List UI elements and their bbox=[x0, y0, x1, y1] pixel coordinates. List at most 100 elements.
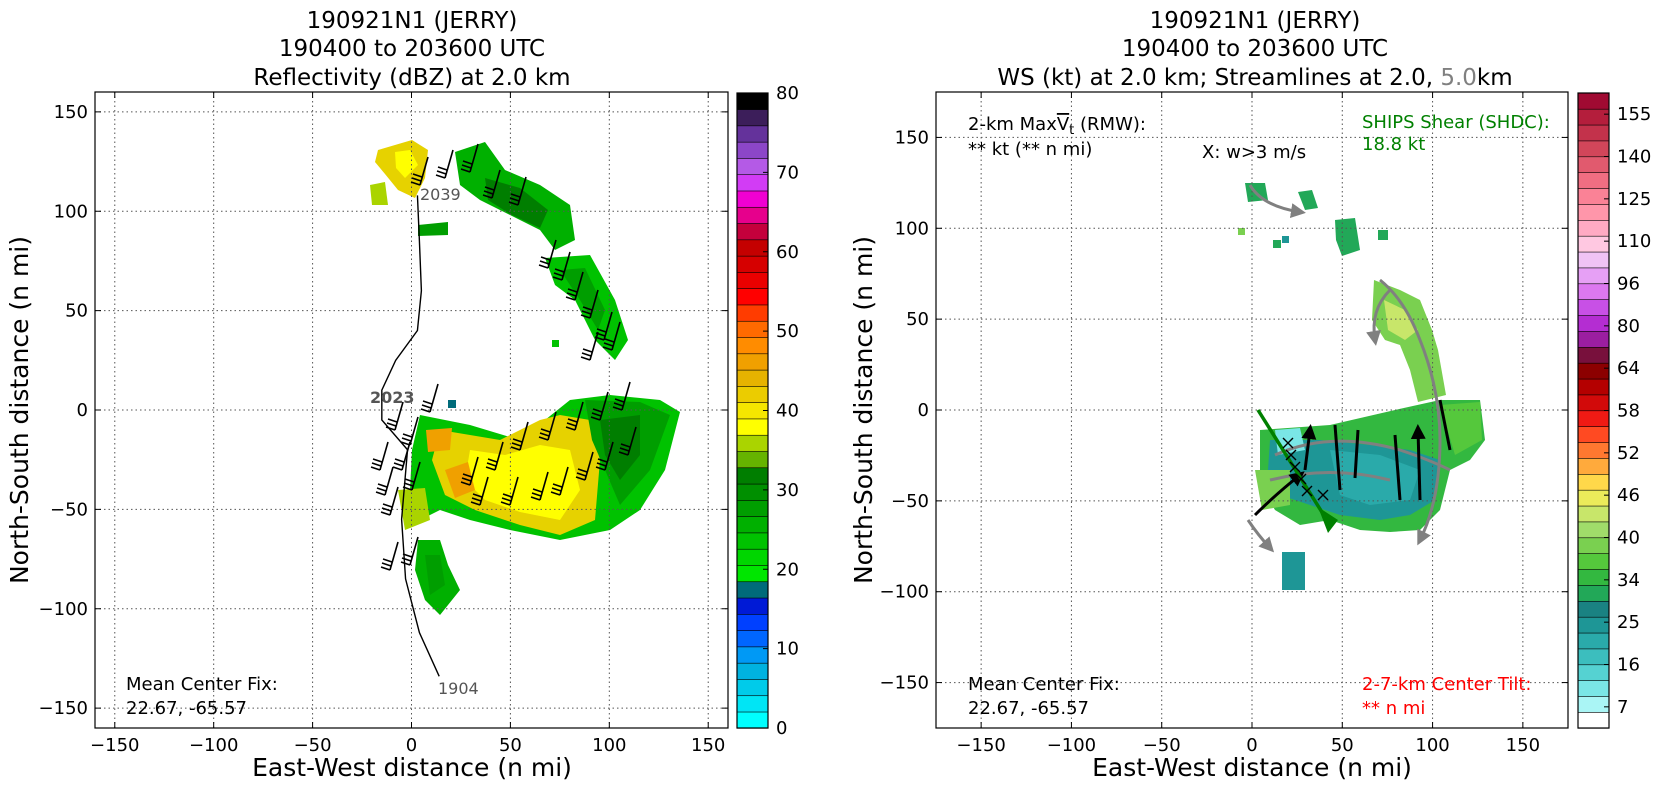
wind-barb-flag bbox=[382, 558, 393, 563]
wind-barb-flag bbox=[377, 483, 388, 488]
x-tick-label: −100 bbox=[189, 735, 238, 756]
right-x-ticks: −150 −100 −50 0 50 100 150 bbox=[956, 92, 1540, 756]
colorbar-swatch bbox=[1577, 441, 1610, 459]
colorbar-tick-label: 34 bbox=[1617, 570, 1640, 591]
wind-barb-flag bbox=[530, 496, 541, 501]
colorbar-swatch bbox=[736, 369, 769, 387]
wind-barb bbox=[561, 251, 571, 281]
colorbar-swatch bbox=[736, 255, 769, 273]
wind-barb-flag bbox=[436, 170, 447, 175]
colorbar-swatch bbox=[736, 174, 769, 192]
wind-barb-flag bbox=[462, 473, 473, 478]
echo-region bbox=[418, 222, 448, 236]
wind-barb bbox=[444, 149, 454, 179]
colorbar-tick-label: 70 bbox=[776, 162, 799, 183]
wind-barb bbox=[574, 271, 584, 301]
wind-barb-flag bbox=[591, 412, 602, 417]
right-title-line3-a: WS (kt) at 2.0 km; Streamlines at 2.0, bbox=[997, 65, 1440, 91]
colorbar-swatch bbox=[736, 450, 769, 469]
wind-barb bbox=[491, 169, 501, 199]
wind-barb-flag bbox=[470, 501, 481, 506]
colorbar-swatch bbox=[1577, 473, 1610, 491]
colorbar-swatch bbox=[736, 353, 769, 371]
colorbar-tick-label: 64 bbox=[1617, 358, 1640, 379]
colorbar-swatch bbox=[736, 581, 769, 599]
wind-barb-flag bbox=[596, 328, 607, 333]
colorbar-tick-label: 46 bbox=[1617, 485, 1640, 506]
right-mean-center-label: Mean Center Fix: bbox=[968, 674, 1120, 695]
y-tick-label: −50 bbox=[50, 499, 88, 520]
streamline-5km bbox=[1379, 278, 1442, 546]
ws-region bbox=[1255, 470, 1290, 510]
wind-barb-flag bbox=[437, 166, 448, 171]
colorbar-tick-label: 10 bbox=[776, 639, 799, 660]
colorbar-swatch bbox=[1577, 219, 1610, 237]
colorbar-swatch bbox=[1577, 251, 1610, 269]
wind-barb-flag bbox=[487, 458, 498, 463]
x-tick-label: −100 bbox=[1047, 735, 1096, 756]
left-title-line2: 190400 to 203600 UTC bbox=[279, 36, 545, 62]
colorbar-swatch bbox=[1577, 711, 1610, 729]
y-tick-label: −150 bbox=[880, 673, 929, 694]
wind-barb bbox=[394, 401, 404, 431]
colorbar-tick-label: 140 bbox=[1617, 147, 1651, 168]
wind-barb-flag bbox=[386, 422, 397, 427]
colorbar-swatch bbox=[1577, 172, 1610, 189]
left-mean-center-label: Mean Center Fix: bbox=[126, 674, 278, 695]
ws-region bbox=[1298, 190, 1318, 210]
wind-barb-flag bbox=[392, 466, 403, 471]
wind-barb-flag bbox=[403, 482, 414, 487]
colorbar-swatch bbox=[1577, 283, 1610, 300]
ws-region bbox=[1282, 552, 1305, 590]
x-tick-label: −50 bbox=[294, 735, 332, 756]
colorbar-swatch bbox=[1577, 378, 1610, 396]
ws-region bbox=[1335, 218, 1360, 256]
y-tick-label: 150 bbox=[54, 102, 88, 123]
wind-barb bbox=[494, 441, 504, 471]
colorbar-swatch bbox=[1577, 235, 1610, 253]
x-tick-label: 0 bbox=[406, 735, 417, 756]
left-mean-center-value: 22.67, -65.57 bbox=[126, 698, 247, 719]
wind-barb bbox=[429, 383, 439, 413]
wind-barb bbox=[389, 541, 399, 571]
colorbar-swatch bbox=[1577, 537, 1610, 554]
maxvt-symbol: V bbox=[1057, 114, 1070, 135]
x-tick-label: 100 bbox=[1415, 735, 1449, 756]
wind-barb bbox=[627, 426, 637, 456]
wind-barb-flag bbox=[372, 458, 383, 463]
y-tick-label: −150 bbox=[39, 698, 88, 719]
ws-region bbox=[1440, 402, 1482, 455]
right-y-axis-label: North-South distance (n mi) bbox=[849, 236, 878, 584]
wind-barb-flag bbox=[462, 160, 473, 165]
colorbar-swatch bbox=[1577, 140, 1610, 158]
colorbar-tick-label: 40 bbox=[1617, 528, 1640, 549]
colorbar-swatch bbox=[736, 678, 769, 697]
streamline-2km bbox=[1301, 424, 1317, 471]
wind-barb-flag bbox=[575, 476, 586, 481]
wind-barb-flag bbox=[580, 356, 591, 361]
wind-barb bbox=[409, 416, 419, 446]
ws-pixel bbox=[1282, 236, 1289, 243]
wind-barb-flag bbox=[576, 472, 587, 477]
wind-barb-flag bbox=[540, 428, 551, 433]
colorbar-tick-label: 20 bbox=[776, 559, 799, 580]
colorbar-swatch bbox=[736, 564, 769, 583]
wind-barb-flag bbox=[590, 416, 601, 421]
streamline-2km bbox=[1410, 424, 1426, 501]
colorbar-swatch bbox=[736, 385, 769, 403]
left-colorbar bbox=[736, 92, 769, 729]
echo-region bbox=[395, 150, 418, 178]
left-colorbar-ticks: 0 10 20 30 40 50 60 70 80 bbox=[763, 83, 799, 739]
right-panel: 190921N1 (JERRY) 190400 to 203600 UTC WS… bbox=[849, 8, 1651, 782]
wind-barb-flag bbox=[410, 181, 421, 186]
wind-barb bbox=[574, 401, 584, 431]
wind-barb-flag bbox=[566, 292, 577, 297]
y-tick-label: −100 bbox=[39, 599, 88, 620]
colorbar-swatch bbox=[1577, 616, 1610, 634]
colorbar-swatch bbox=[736, 141, 769, 159]
updraft-marker-legend: X: w>3 m/s bbox=[1202, 142, 1306, 163]
colorbar-swatch bbox=[1577, 299, 1610, 316]
colorbar-swatch bbox=[1577, 664, 1610, 681]
wind-barb bbox=[584, 451, 594, 481]
left-y-axis-label: North-South distance (n mi) bbox=[5, 236, 34, 584]
